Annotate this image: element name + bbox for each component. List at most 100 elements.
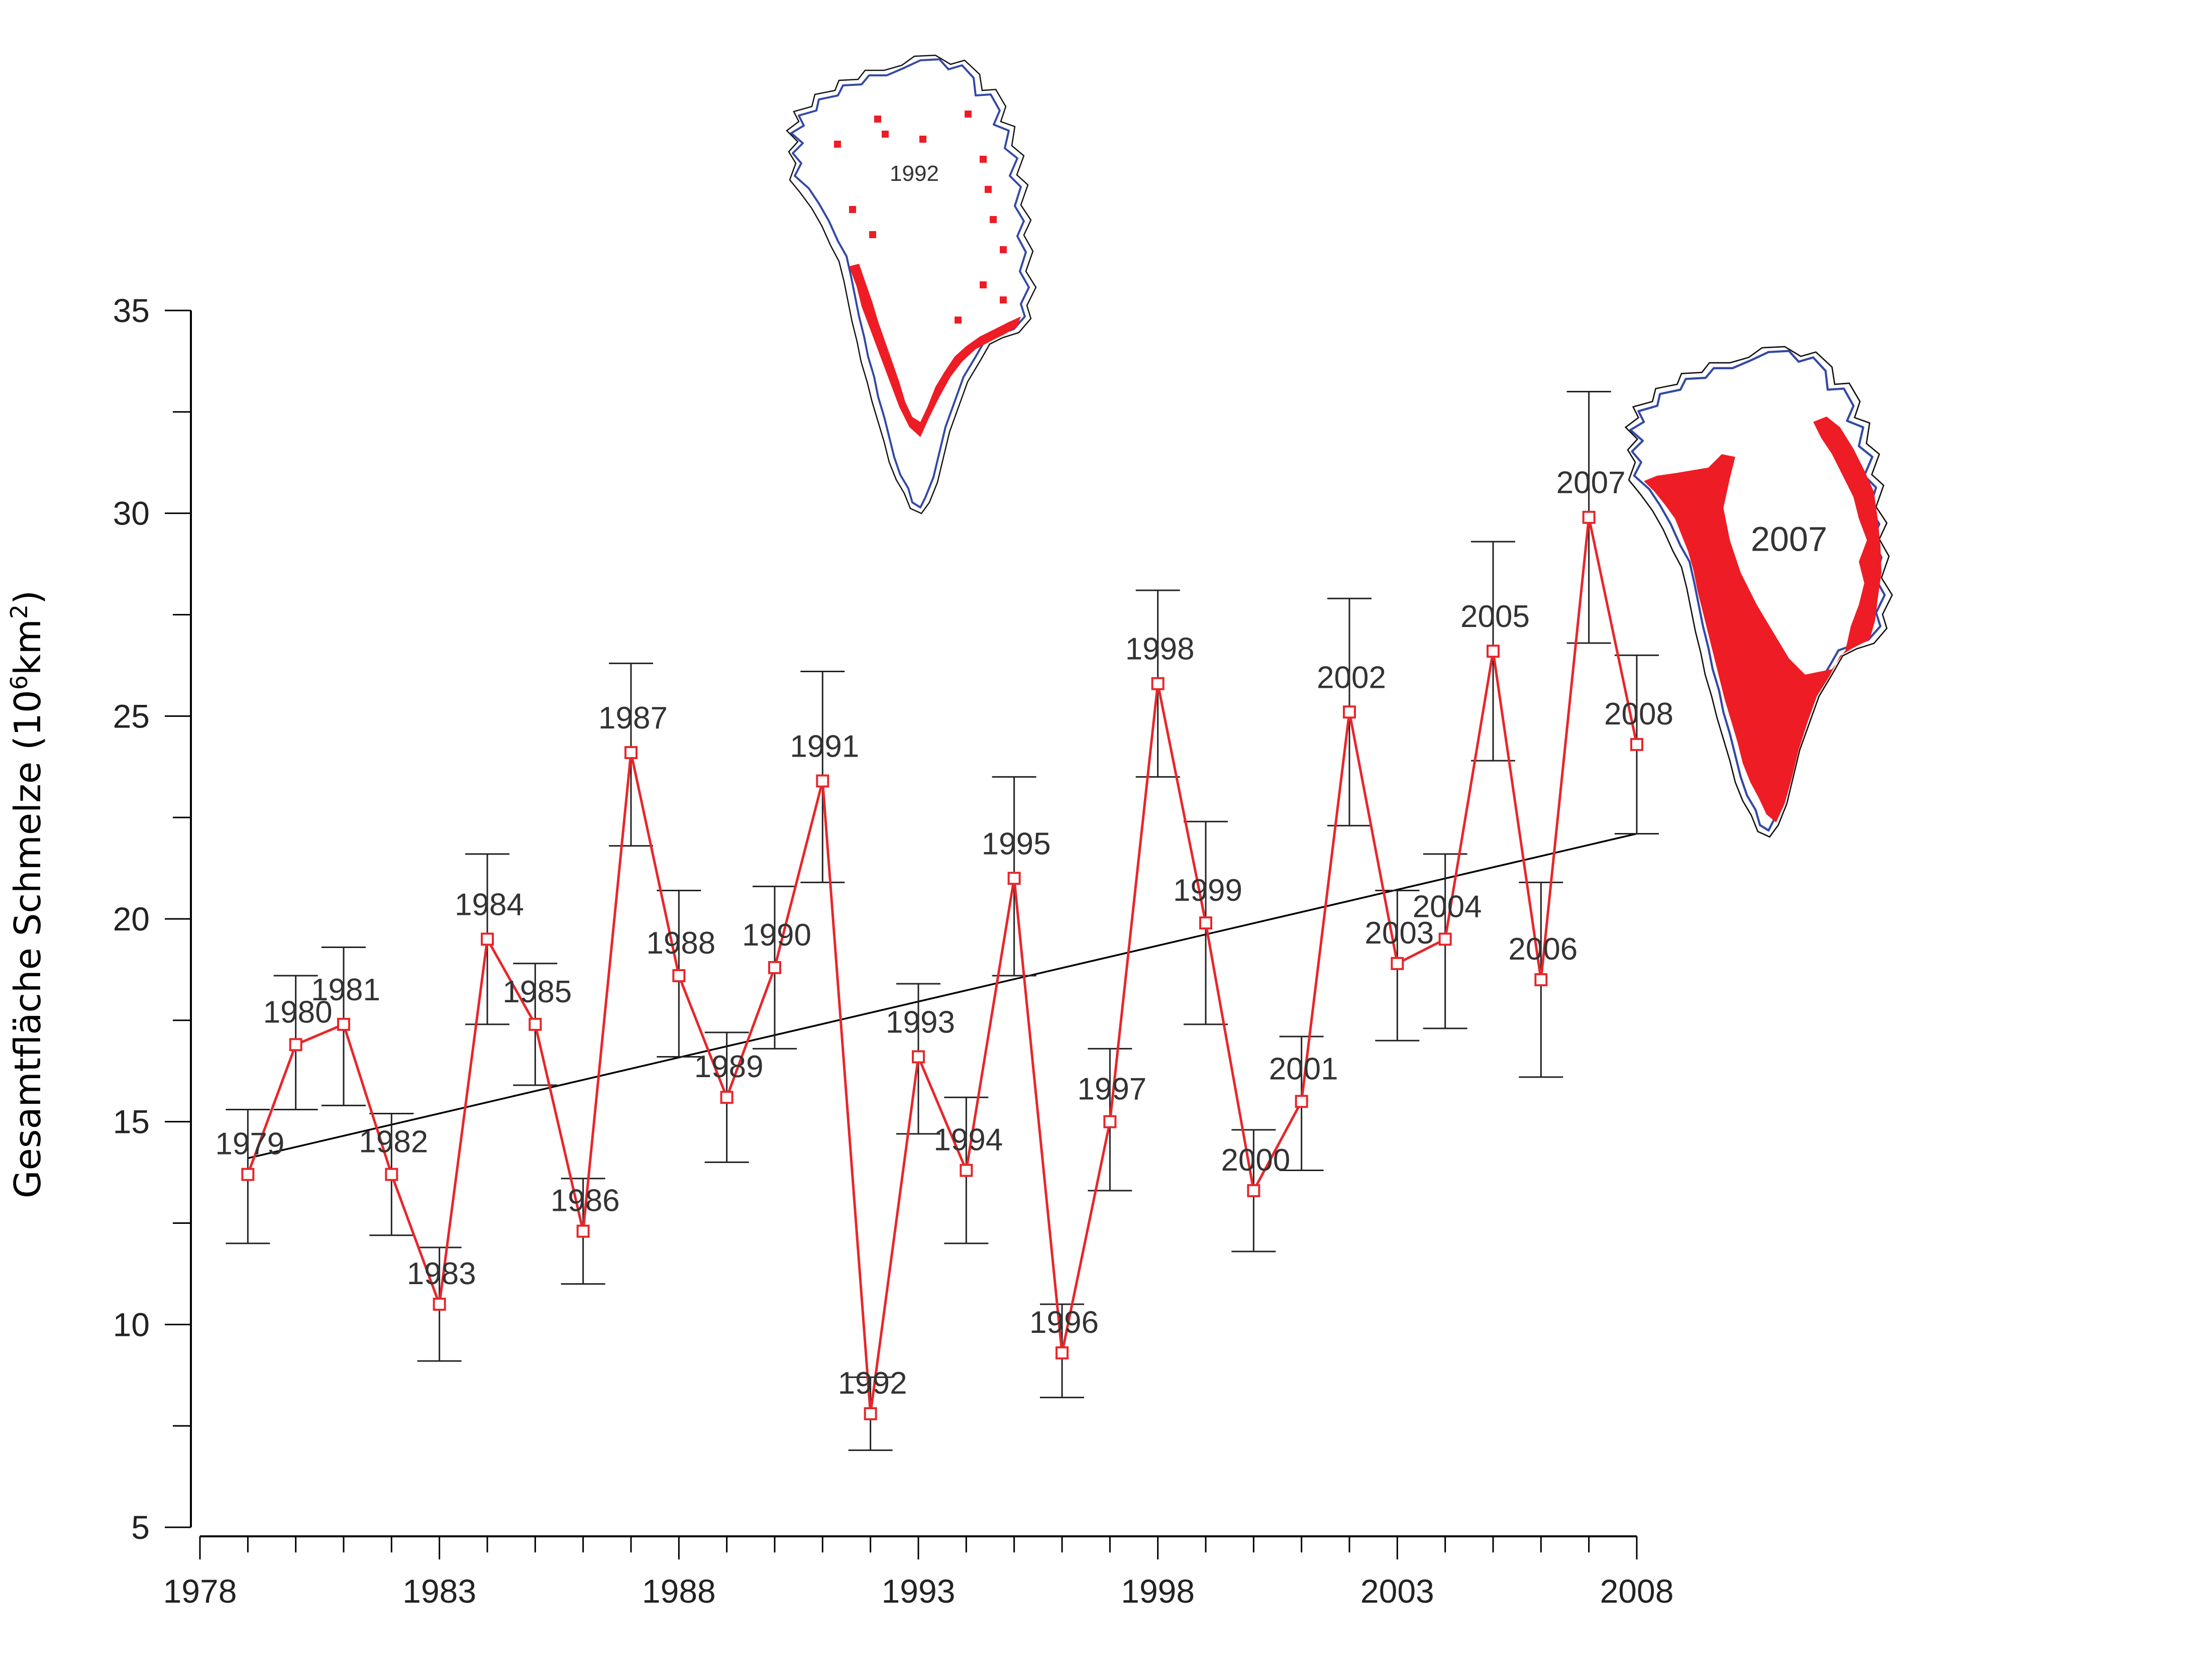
x-tick-label: 2008 [1600,1573,1674,1610]
point-year-label: 2008 [1604,697,1673,731]
point-year-label: 1997 [1077,1072,1146,1107]
map-ice-outline [790,58,1030,508]
map-coastline [1624,346,1893,838]
data-point-marker [1007,872,1021,885]
point-year-label: 2006 [1508,932,1577,967]
point-year-label: 1989 [694,1050,764,1084]
data-point-marker [1199,916,1212,930]
map-melt-spot [869,231,876,238]
point-year-label: 2003 [1364,916,1434,951]
x-tick-label: 1998 [1121,1573,1195,1610]
greenland-map-1992-inset: 1992 [786,54,1037,514]
map-melt-spot [1000,296,1007,303]
data-point-marker [912,1050,925,1064]
point-year-label: 1995 [982,826,1051,861]
data-point-marker [624,746,638,759]
point-year-label: 1991 [790,729,859,764]
y-tick-label: 35 [113,292,150,329]
data-point-marker [433,1297,446,1311]
data-point-marker [289,1038,302,1052]
point-year-label: 2000 [1221,1143,1290,1178]
data-point-marker [1582,510,1596,524]
map-melt-spot [849,206,856,213]
point-year-label: 1981 [311,973,380,1007]
map-melt-spot [965,111,972,118]
point-year-label: 1998 [1125,632,1195,667]
data-point-marker [385,1168,398,1181]
y-tick-label: 30 [113,495,150,532]
data-point-marker [720,1091,733,1104]
data-point-marker [864,1407,877,1420]
data-point-marker [576,1224,590,1238]
point-year-label: 1994 [933,1123,1003,1158]
point-year-label: 1999 [1173,873,1242,908]
point-year-label: 1984 [455,887,524,922]
map-melt-spot [834,141,841,148]
point-year-label: 1993 [886,1005,955,1039]
map-melt-spot [882,131,889,138]
data-point-marker [1438,932,1452,946]
data-point-marker [816,774,829,788]
series-layer [241,510,1643,1420]
x-tick-label: 1983 [402,1573,476,1610]
point-year-label: 1988 [646,926,715,961]
point-year-label: 1987 [598,701,668,736]
data-point-marker [1103,1115,1117,1128]
point-year-label: 2007 [1556,466,1626,500]
melt-series-line [246,516,1638,1415]
x-tick-label: 1993 [882,1573,956,1610]
map-melt-spot [990,216,997,223]
trend-layer [247,832,1637,1160]
map-coastline [786,54,1037,514]
point-year-label: 1990 [742,918,811,953]
map-melt-spot [955,317,962,324]
map-melt-area [1644,416,1882,822]
point-year-label: 2001 [1269,1052,1338,1086]
point-year-label: 1983 [407,1257,476,1291]
point-year-label: 1996 [1029,1305,1099,1340]
data-point-marker [1487,645,1500,658]
data-point-marker [960,1164,973,1177]
map-melt-spot [874,116,881,123]
point-year-label: 2004 [1413,889,1482,924]
data-point-marker [1343,705,1356,719]
data-point-marker [768,961,781,974]
y-tick-label: 10 [113,1306,150,1343]
map-year-label: 1992 [890,161,939,186]
map-melt-area [849,264,1021,437]
trend-line [247,832,1637,1160]
x-tick-label: 1988 [642,1573,716,1610]
y-tick-label: 15 [113,1103,150,1140]
data-point-marker [337,1017,350,1031]
map-melt-spot [980,156,987,163]
x-tick-label: 2003 [1360,1573,1434,1610]
data-point-marker [1056,1346,1069,1359]
data-point-marker [672,969,686,983]
y-tick-label: 25 [113,697,150,735]
y-tick-label: 5 [131,1509,150,1546]
map-melt-spot [919,136,926,143]
map-melt-spot [985,186,992,193]
point-year-label: 1985 [502,975,572,1009]
greenland-map-2007-inset: 2007 [1624,346,1893,838]
data-point-marker [1247,1184,1260,1197]
point-year-label: 2005 [1460,599,1530,634]
data-point-marker [529,1017,542,1031]
map-year-label: 2007 [1751,520,1827,559]
data-point-marker [1630,738,1643,751]
x-tick-label: 1978 [163,1573,237,1610]
data-point-marker [241,1168,255,1181]
data-point-marker [1151,677,1165,690]
map-melt-spot [980,281,987,288]
point-year-label: 1992 [838,1366,907,1401]
y-tick-label: 20 [113,900,150,937]
point-year-label: 1980 [263,995,333,1029]
error-bars [226,390,1659,1451]
point-year-label: 1979 [215,1127,284,1162]
data-point-marker [1534,973,1548,987]
y-axis-title: Gesamtfläche Schmelze (106km2) [6,590,49,1199]
data-point-marker [1295,1095,1308,1108]
